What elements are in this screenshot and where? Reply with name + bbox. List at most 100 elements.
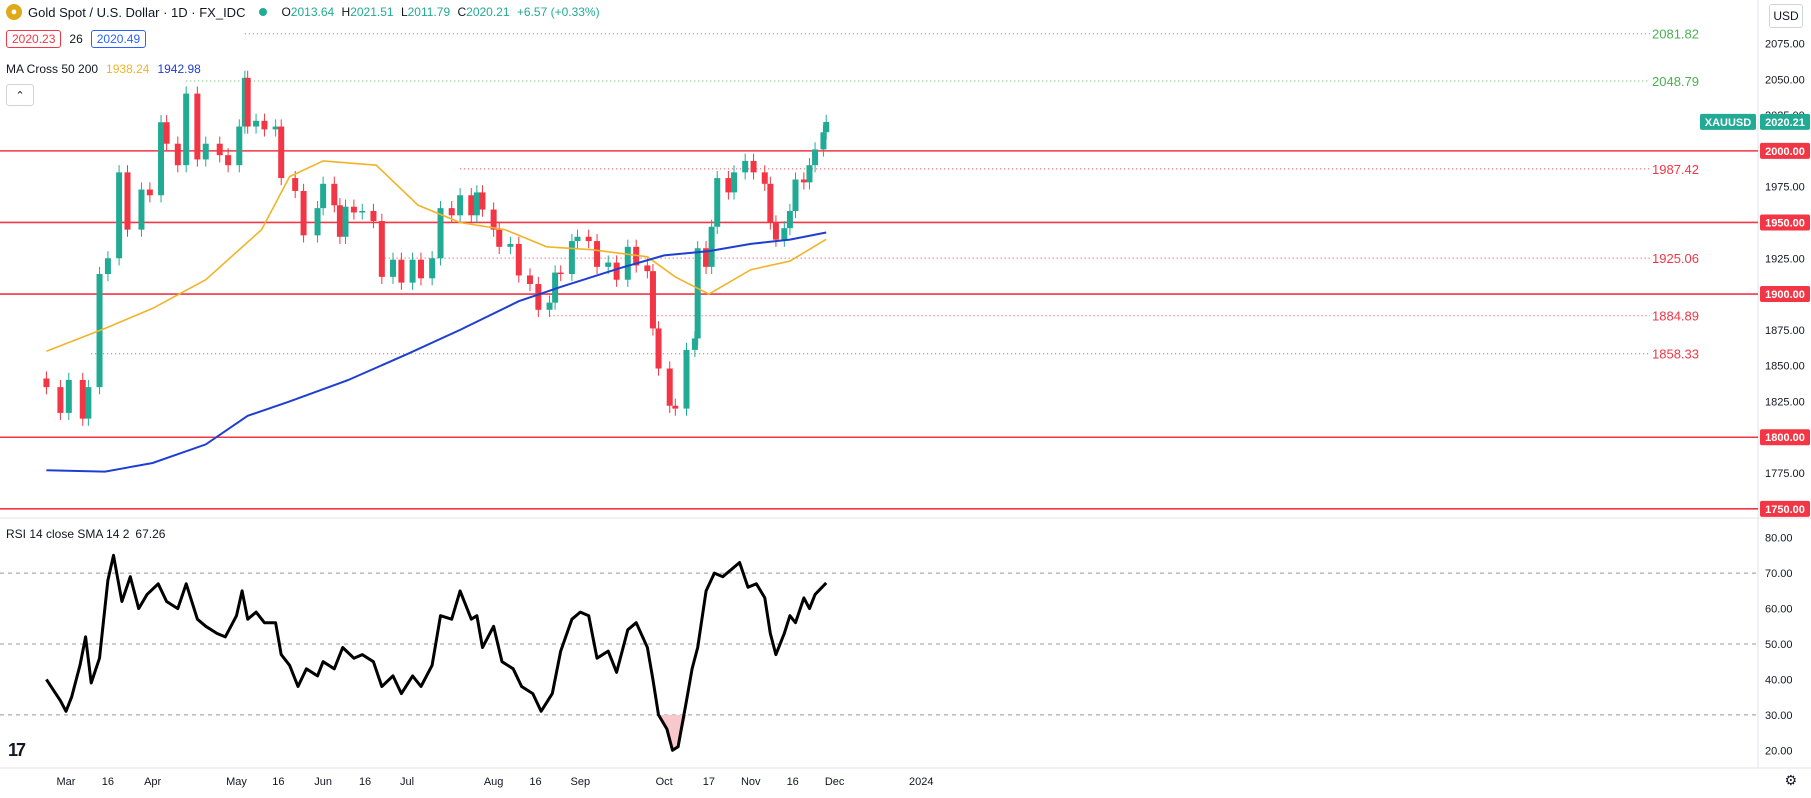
candle-body[interactable] — [557, 272, 564, 275]
candle-body[interactable] — [507, 243, 514, 247]
candle-body[interactable] — [731, 172, 738, 193]
candle-body[interactable] — [390, 259, 397, 277]
candle-body[interactable] — [694, 248, 701, 339]
candle-body[interactable] — [515, 243, 522, 276]
candle-body[interactable] — [666, 368, 673, 406]
candle-body[interactable] — [473, 192, 480, 216]
candle-body[interactable] — [104, 258, 111, 275]
candle-body[interactable] — [792, 179, 799, 212]
candle-body[interactable] — [708, 226, 715, 267]
candle-body[interactable] — [350, 206, 357, 213]
candle-body[interactable] — [429, 258, 436, 279]
candle-body[interactable] — [552, 272, 559, 303]
candle-body[interactable] — [526, 275, 533, 285]
candle-body[interactable] — [116, 172, 123, 259]
candle-body[interactable] — [261, 120, 268, 130]
candle-body[interactable] — [359, 211, 366, 213]
chevron-up-icon[interactable]: ⌃ — [6, 84, 34, 106]
tradingview-logo-icon[interactable]: 17 — [8, 740, 26, 760]
candle-body[interactable] — [236, 126, 243, 166]
candle-body[interactable] — [714, 178, 721, 227]
candle-body[interactable] — [331, 183, 338, 206]
candle-body[interactable] — [535, 284, 542, 310]
candle-body[interactable] — [703, 248, 710, 267]
rsi-line[interactable] — [45, 553, 828, 752]
candle-body[interactable] — [761, 172, 768, 184]
candle-body[interactable] — [43, 378, 50, 388]
candle-body[interactable] — [594, 241, 601, 267]
candle-body[interactable] — [655, 328, 662, 369]
candle-body[interactable] — [585, 236, 592, 242]
candle-body[interactable] — [174, 143, 181, 166]
candle-body[interactable] — [457, 195, 464, 216]
rsi-label[interactable]: RSI 14 close SMA 14 2 — [6, 527, 130, 541]
candle-body[interactable] — [65, 379, 72, 413]
candle-body[interactable] — [336, 205, 343, 237]
candle-body[interactable] — [300, 190, 307, 236]
candle-body[interactable] — [292, 178, 299, 191]
candle-body[interactable] — [574, 236, 581, 242]
candle-body[interactable] — [823, 121, 830, 133]
candle-body[interactable] — [417, 259, 424, 279]
candle-body[interactable] — [468, 195, 475, 216]
candle-body[interactable] — [772, 222, 779, 240]
candle-body[interactable] — [448, 208, 455, 216]
candle-body[interactable] — [812, 149, 819, 166]
candle-body[interactable] — [409, 259, 416, 283]
candle-body[interactable] — [683, 349, 690, 409]
candle-body[interactable] — [546, 302, 553, 310]
candle-body[interactable] — [725, 178, 732, 193]
candle-body[interactable] — [278, 126, 285, 179]
candle-body[interactable] — [85, 387, 92, 419]
candle-body[interactable] — [496, 229, 503, 247]
currency-selector[interactable]: USD — [1769, 4, 1803, 28]
candle-body[interactable] — [767, 183, 774, 223]
candle-body[interactable] — [342, 206, 349, 237]
gear-icon[interactable]: ⚙ — [1784, 772, 1797, 788]
candle-body[interactable] — [163, 122, 170, 144]
candle-body[interactable] — [691, 338, 698, 350]
candle-body[interactable] — [605, 262, 612, 267]
candle-body[interactable] — [146, 189, 153, 196]
candle-body[interactable] — [649, 271, 656, 329]
candle-body[interactable] — [437, 208, 444, 259]
ma50-line[interactable] — [46, 160, 827, 353]
candle-body[interactable] — [183, 93, 190, 166]
candle-body[interactable] — [320, 183, 327, 209]
buy-price-box[interactable]: 2020.49 — [90, 30, 147, 48]
candle-body[interactable] — [806, 165, 813, 183]
candle-body[interactable] — [138, 189, 145, 230]
candle-body[interactable] — [158, 122, 165, 196]
candle-body[interactable] — [216, 143, 223, 156]
candle-body[interactable] — [672, 405, 679, 409]
candle-body[interactable] — [202, 143, 209, 160]
candle-body[interactable] — [568, 241, 575, 275]
candle-body[interactable] — [613, 262, 620, 280]
candle-body[interactable] — [781, 228, 788, 240]
candle-body[interactable] — [490, 209, 497, 230]
symbol-title[interactable]: Gold Spot / U.S. Dollar · 1D · FX_IDC — [28, 4, 246, 20]
ma200-line[interactable] — [46, 231, 827, 473]
candle-body[interactable] — [194, 93, 201, 160]
candle-body[interactable] — [57, 387, 64, 413]
candle-body[interactable] — [124, 172, 131, 230]
candle-body[interactable] — [314, 208, 321, 236]
candle-body[interactable] — [225, 155, 232, 166]
candle-body[interactable] — [253, 120, 260, 127]
candle-body[interactable] — [244, 77, 251, 127]
candle-body[interactable] — [370, 211, 377, 222]
candle-body[interactable] — [750, 160, 757, 173]
candle-body[interactable] — [378, 221, 385, 277]
ma-label[interactable]: MA Cross 50 200 — [6, 62, 99, 76]
candle-body[interactable] — [398, 259, 405, 283]
candle-body[interactable] — [79, 379, 86, 419]
sell-price-box[interactable]: 2020.23 — [6, 30, 62, 48]
candle-body[interactable] — [786, 211, 793, 229]
candle-body[interactable] — [820, 132, 827, 150]
candle-body[interactable] — [742, 160, 749, 173]
candle-body[interactable] — [479, 192, 486, 210]
candle-body[interactable] — [800, 179, 807, 183]
candle-body[interactable] — [644, 265, 651, 272]
